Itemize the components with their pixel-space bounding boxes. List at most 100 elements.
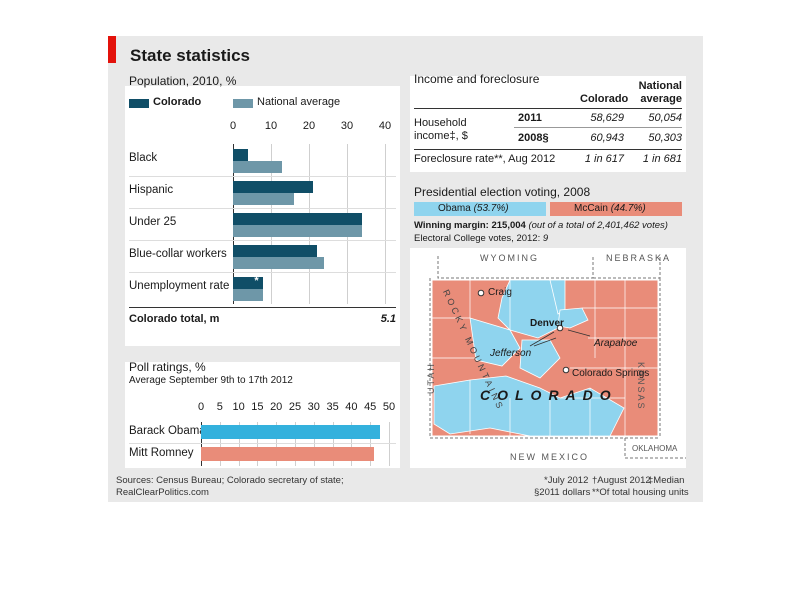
poll-gridline bbox=[219, 422, 221, 466]
total-label: Colorado total, m bbox=[129, 313, 220, 325]
poll-row-divider bbox=[129, 443, 396, 444]
poll-category-label: Barack Obama bbox=[129, 425, 206, 437]
pop-tick-label: 30 bbox=[340, 120, 354, 132]
margin-note: (out of a total of 2,401,462 votes) bbox=[528, 220, 668, 231]
poll-tick-label: 45 bbox=[364, 401, 377, 413]
income-row-label-1: Household bbox=[414, 117, 467, 129]
poll-axis bbox=[201, 422, 202, 466]
poll-tick-label: 50 bbox=[382, 401, 396, 413]
ec-value: 9 bbox=[542, 233, 549, 244]
pop-bar-national bbox=[233, 193, 294, 205]
election-title: Presidential election voting, 2008 bbox=[414, 185, 591, 199]
poll-gridline bbox=[238, 422, 240, 466]
obama-pct: (53.7%) bbox=[473, 203, 509, 214]
obama-counties-west bbox=[469, 317, 521, 367]
pop-bar-colorado bbox=[233, 181, 313, 193]
poll-tick-label: 5 bbox=[216, 401, 223, 413]
pop-row-divider bbox=[129, 272, 396, 273]
footnote-3: ‡Median bbox=[648, 475, 685, 486]
poll-gridline bbox=[389, 422, 390, 466]
pop-tick-label: 40 bbox=[378, 120, 392, 132]
poll-subtitle: Average September 9th to 17th 2012 bbox=[129, 375, 293, 386]
income-col-colorado: Colorado bbox=[580, 93, 629, 105]
population-title: Population, 2010, % bbox=[129, 74, 237, 88]
poll-bar bbox=[201, 425, 380, 439]
pop-bar-colorado bbox=[233, 213, 363, 225]
oklahoma-label: OKLAHOMA bbox=[632, 444, 678, 453]
sources-line-1: Sources: Census Bureau; Colorado secreta… bbox=[116, 475, 344, 486]
obama-legend-swatch bbox=[414, 202, 546, 216]
winning-margin: Winning margin: 215,004 (out of a total … bbox=[414, 220, 668, 231]
foreclosure-label: Foreclosure rate**, Aug 2012 bbox=[414, 153, 556, 165]
infographic: State statistics Population, 2010, % Col… bbox=[108, 36, 703, 502]
obama-counties-south bbox=[433, 375, 625, 437]
poll-tick-label: 40 bbox=[345, 401, 358, 413]
pop-category-label: Hispanic bbox=[129, 184, 174, 196]
obama-legend-label: Obama (53.7%) bbox=[438, 203, 509, 214]
pop-bar-national bbox=[233, 161, 283, 173]
poll-gridline bbox=[370, 422, 372, 466]
nebraska-label: NEBRASKA bbox=[606, 253, 672, 263]
legend-swatch-national bbox=[233, 99, 253, 108]
obama-county-denver bbox=[557, 307, 589, 329]
income-col-national-2: average bbox=[640, 93, 682, 105]
election-panel: Presidential election voting, 2008 Obama… bbox=[410, 184, 686, 468]
pop-row-divider bbox=[129, 176, 396, 177]
poll-chart: 0 5 10 15 20 25 30 35 40 45 50 Barack Obama Mitt Rom… bbox=[125, 362, 400, 468]
population-chart: 0 10 20 30 40 Black Hispanic Under 25 Blue-colla… bbox=[125, 86, 400, 346]
legend-swatch-colorado bbox=[129, 99, 149, 108]
poll-gridline bbox=[276, 422, 278, 466]
pop-bar-colorado bbox=[233, 245, 317, 257]
obama-counties-central bbox=[519, 339, 561, 379]
pop-category-label: Unemployment rate bbox=[129, 280, 230, 292]
wyoming-label: WYOMING bbox=[480, 253, 539, 263]
poll-tick-label: 35 bbox=[326, 401, 339, 413]
income-2008-national: 50,303 bbox=[648, 132, 682, 144]
colorado-map bbox=[410, 248, 686, 468]
income-2011-colorado: 58,629 bbox=[590, 112, 624, 124]
foreclosure-colorado: 1 in 617 bbox=[584, 153, 624, 165]
pop-bar-national bbox=[233, 225, 363, 237]
accent-bar bbox=[108, 36, 116, 63]
poll-tick-label: 30 bbox=[307, 401, 320, 413]
colorado-springs-marker bbox=[562, 366, 570, 374]
poll-gridline bbox=[313, 422, 315, 466]
legend-label-colorado: Colorado bbox=[153, 96, 202, 108]
unemployment-asterisk: * bbox=[254, 275, 259, 287]
jefferson-label: Jefferson bbox=[490, 348, 532, 359]
county-lines bbox=[432, 280, 658, 436]
income-2008-colorado: 60,943 bbox=[590, 132, 624, 144]
pop-bar-national bbox=[233, 289, 264, 301]
income-col-national-1: National bbox=[638, 80, 682, 92]
income-title: Income and foreclosure bbox=[414, 72, 540, 86]
margin-label: Winning margin: 215,004 bbox=[414, 220, 526, 231]
pop-row-divider bbox=[129, 208, 396, 209]
pop-category-label: Blue-collar workers bbox=[129, 248, 227, 260]
poll-category-label: Mitt Romney bbox=[129, 447, 194, 459]
poll-tick-label: 20 bbox=[270, 401, 283, 413]
wyoming-border bbox=[437, 256, 594, 279]
pop-row-divider bbox=[129, 240, 396, 241]
income-foreclosure-rule bbox=[414, 149, 682, 150]
footnote-5: **Of total housing units bbox=[592, 487, 689, 498]
income-row-label-2: income‡, $ bbox=[414, 130, 468, 142]
craig-marker bbox=[477, 289, 485, 297]
income-mid-rule bbox=[514, 127, 682, 128]
pop-tick-label: 10 bbox=[264, 120, 278, 132]
pop-bar-colorado bbox=[233, 277, 264, 289]
city-leader-lines bbox=[529, 329, 591, 347]
poll-tick-label: 0 bbox=[197, 401, 205, 413]
mccain-legend-label: McCain (44.7%) bbox=[574, 203, 646, 214]
pop-bar-colorado bbox=[233, 149, 249, 161]
income-year-2008: 2008§ bbox=[518, 132, 549, 144]
mccain-legend-swatch bbox=[550, 202, 682, 216]
footnote-2: †August 2012 bbox=[592, 475, 651, 486]
pop-tick-label: 0 bbox=[229, 120, 237, 132]
utah-label: UTAH bbox=[426, 362, 436, 394]
poll-panel: Poll ratings, % Average September 9th to… bbox=[125, 360, 400, 468]
denver-marker bbox=[556, 324, 564, 332]
new-mexico-label: NEW MEXICO bbox=[510, 452, 590, 462]
denver-label: Denver bbox=[530, 318, 564, 329]
total-value: 5.1 bbox=[380, 313, 396, 325]
poll-bar bbox=[201, 447, 374, 461]
